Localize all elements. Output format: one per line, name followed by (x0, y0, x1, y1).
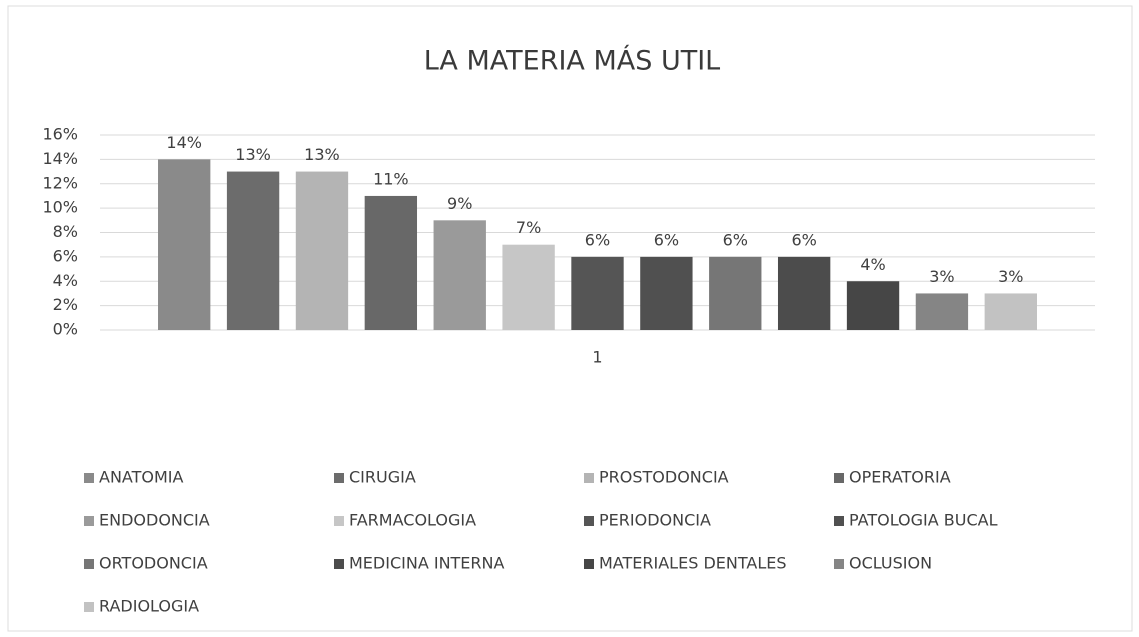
data-label: 3% (998, 267, 1023, 286)
legend-swatch (834, 473, 844, 483)
legend-label: RADIOLOGIA (99, 597, 199, 616)
bar (640, 256, 693, 330)
legend-label: FARMACOLOGIA (349, 511, 476, 530)
legend-swatch (834, 559, 844, 569)
legend-swatch (584, 473, 594, 483)
bar (846, 281, 900, 330)
bar (777, 256, 831, 330)
bar (984, 293, 1037, 330)
data-label: 13% (235, 145, 271, 164)
legend-label: CIRUGIA (349, 468, 416, 487)
legend-swatch (84, 516, 94, 526)
legend-swatch (84, 473, 94, 483)
bar (433, 220, 486, 330)
bar (709, 256, 762, 330)
y-tick-label: 16% (42, 125, 78, 144)
legend-swatch (584, 559, 594, 569)
data-label: 14% (166, 133, 202, 152)
legend-label: PROSTODONCIA (599, 468, 729, 487)
bar (226, 171, 280, 330)
legend-label: ORTODONCIA (99, 554, 208, 573)
data-label: 6% (791, 230, 816, 249)
legend-label: MEDICINA INTERNA (349, 554, 505, 573)
legend-label: PATOLOGIA BUCAL (849, 511, 998, 530)
data-label: 13% (304, 145, 340, 164)
data-label: 4% (860, 255, 885, 274)
x-tick-label: 1 (592, 348, 602, 367)
bar (295, 171, 349, 330)
legend-label: ENDODONCIA (99, 511, 210, 530)
y-tick-label: 10% (42, 198, 78, 217)
bar (571, 256, 624, 330)
data-label: 6% (723, 230, 748, 249)
legend-swatch (584, 516, 594, 526)
data-label: 6% (585, 230, 610, 249)
legend-swatch (84, 602, 94, 612)
y-tick-label: 4% (53, 271, 78, 290)
legend-swatch (334, 516, 344, 526)
legend-label: OCLUSION (849, 554, 932, 573)
y-tick-label: 8% (53, 222, 78, 241)
legend-label: MATERIALES DENTALES (599, 554, 787, 573)
bar (364, 195, 418, 330)
legend-swatch (84, 559, 94, 569)
bar (915, 293, 969, 330)
legend-swatch (334, 473, 344, 483)
bar (502, 244, 555, 330)
y-tick-label: 0% (53, 320, 78, 339)
legend-swatch (834, 516, 844, 526)
data-label: 7% (516, 218, 541, 237)
y-tick-label: 14% (42, 149, 78, 168)
y-tick-label: 2% (53, 295, 78, 314)
legend-label: OPERATORIA (849, 468, 951, 487)
chart-title: LA MATERIA MÁS UTIL (424, 45, 720, 77)
data-label: 3% (929, 267, 954, 286)
bar (158, 159, 211, 330)
data-label: 11% (373, 169, 409, 188)
y-tick-label: 12% (42, 173, 78, 192)
legend-label: PERIODONCIA (599, 511, 711, 530)
data-label: 9% (447, 194, 472, 213)
legend-label: ANATOMIA (99, 468, 184, 487)
data-label: 6% (654, 230, 679, 249)
legend-swatch (334, 559, 344, 569)
y-tick-label: 6% (53, 246, 78, 265)
